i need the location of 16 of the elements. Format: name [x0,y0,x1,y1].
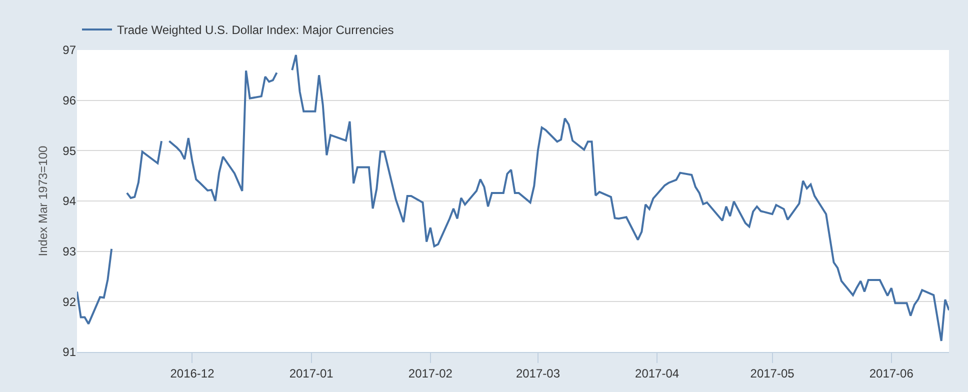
y-axis-title: Index Mar 1973=100 [36,145,50,256]
legend-label: Trade Weighted U.S. Dollar Index: Major Currencies [117,23,394,38]
y-tick-label: 95 [62,144,76,158]
x-tick-label: 2017-05 [750,366,795,380]
y-tick-label: 96 [62,94,76,108]
x-tick-label: 2017-06 [869,366,914,380]
x-tick-label: 2017-03 [516,366,560,380]
y-tick-label: 97 [62,43,76,58]
x-tick-label: 2017-01 [289,366,334,380]
x-tick-label: 2016-12 [170,366,215,380]
x-tick-label: 2017-04 [635,366,680,380]
y-tick-label: 91 [62,345,76,360]
y-tick-label: 94 [62,194,76,208]
y-tick-label: 92 [62,294,76,309]
y-tick-label: 93 [62,244,76,259]
x-tick-label: 2017-02 [408,366,453,380]
